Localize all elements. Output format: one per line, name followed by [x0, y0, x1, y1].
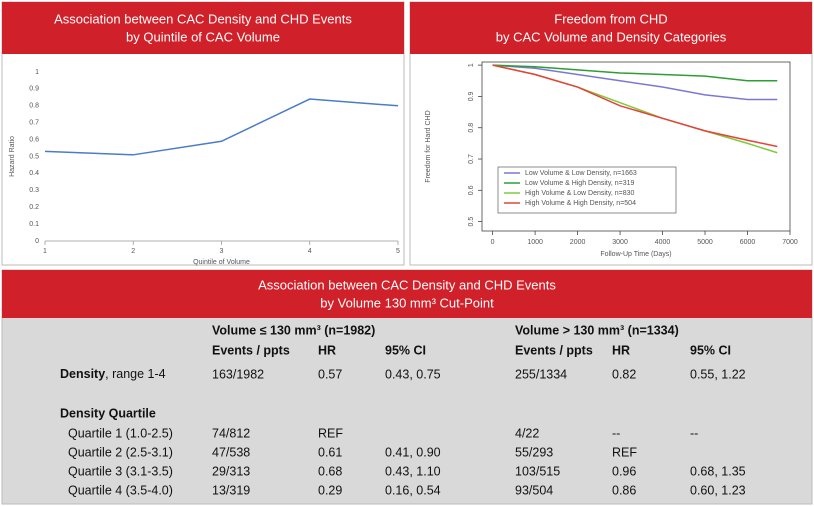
table-cell: 0.41, 0.90 — [385, 445, 441, 459]
legend-label: Low Volume & High Density, n=319 — [525, 180, 635, 187]
row-label: Quartile 4 (3.5-4.0) — [68, 483, 173, 497]
table-cell: 55/293 — [515, 445, 553, 459]
panel-header — [2, 2, 404, 54]
y-tick-label: 0.2 — [29, 204, 39, 211]
table-cell: 0.16, 0.54 — [385, 483, 441, 497]
chart-title: Freedom from CHD — [554, 11, 667, 26]
y-tick-label: 0.3 — [29, 187, 39, 194]
table-cell: 0.82 — [612, 367, 636, 381]
table-cell: 93/504 — [515, 483, 553, 497]
row-label-main: Density — [60, 367, 105, 381]
data-line — [492, 64, 778, 101]
y-tick-label: 0.9 — [29, 86, 39, 93]
x-tick-label: 4 — [308, 248, 312, 255]
x-axis-label: Follow-Up Time (Days) — [600, 251, 671, 258]
table-cell: 103/515 — [515, 464, 560, 478]
table-cell: 47/538 — [212, 445, 250, 459]
table-cell: 255/1334 — [515, 367, 567, 381]
y-tick-label: 0.5 — [29, 153, 39, 160]
table-cell: 0.55, 1.22 — [690, 367, 746, 381]
chart-title: Association between CAC Density and CHD … — [54, 11, 352, 26]
y-axis-label: Hazard Ratio — [9, 136, 16, 177]
x-tick-label: 1000 — [527, 239, 543, 246]
data-line — [492, 64, 778, 82]
table-cell: 0.57 — [318, 367, 342, 381]
table-cell: REF — [318, 426, 343, 440]
x-tick-label: 2 — [131, 248, 135, 255]
x-tick-label: 3 — [220, 248, 224, 255]
row-label: Quartile 3 (3.1-3.5) — [68, 464, 173, 478]
y-tick-label: 0.5 — [468, 217, 475, 227]
table-cell: 29/313 — [212, 464, 250, 478]
data-line — [492, 64, 778, 148]
x-axis-label: Quintile of Volume — [193, 259, 250, 266]
column-header: HR — [612, 343, 630, 357]
row-label: Quartile 1 (1.0-2.5) — [68, 426, 173, 440]
column-header: Events / ppts — [515, 343, 593, 357]
table-cell: 0.29 — [318, 483, 342, 497]
table-cell: 163/1982 — [212, 367, 264, 381]
x-tick-label: 7000 — [782, 239, 798, 246]
y-axis-label: Freedom for Hard CHD — [425, 110, 432, 182]
panel-header — [410, 2, 812, 54]
y-tick-label: 0.7 — [468, 154, 475, 164]
table-cell: 0.96 — [612, 464, 636, 478]
table-subtitle: by Volume 130 mm³ Cut-Point — [320, 295, 494, 310]
table-cell: REF — [612, 445, 637, 459]
legend-label: Low Volume & Low Density, n=1663 — [525, 170, 637, 177]
legend-label: High Volume & High Density, n=504 — [525, 200, 636, 207]
x-tick-label: 1 — [43, 248, 47, 255]
chart-subtitle: by Quintile of CAC Volume — [126, 29, 280, 44]
x-tick-label: 6000 — [740, 239, 756, 246]
table-cell: -- — [612, 426, 620, 440]
y-tick-label: 0.6 — [468, 185, 475, 195]
section-label: Density Quartile — [60, 406, 156, 420]
column-header: 95% CI — [690, 343, 731, 357]
y-tick-label: 0.8 — [29, 103, 39, 110]
group-header: Volume > 130 mm³ (n=1334) — [515, 323, 679, 337]
y-tick-label: 0.1 — [29, 221, 39, 228]
column-header: 95% CI — [385, 343, 426, 357]
row-label-note: , range 1-4 — [105, 367, 166, 381]
plot-frame — [481, 61, 791, 232]
x-tick-label: 3000 — [612, 239, 628, 246]
row-label: Quartile 2 (2.5-3.1) — [68, 445, 173, 459]
y-tick-label: 0.6 — [29, 136, 39, 143]
table-cell: 0.43, 0.75 — [385, 367, 441, 381]
group-header: Volume ≤ 130 mm³ (n=1982) — [212, 323, 375, 337]
table-cell: 0.68 — [318, 464, 342, 478]
table-cell: 0.61 — [318, 445, 342, 459]
legend-box — [497, 166, 677, 214]
y-tick-label: 0.4 — [29, 170, 39, 177]
y-tick-label: 0.7 — [29, 120, 39, 127]
legend-label: High Volume & Low Density, n=830 — [525, 190, 635, 197]
table-cell: 4/22 — [515, 426, 539, 440]
table-header — [2, 270, 812, 318]
y-tick-label: 0 — [35, 238, 39, 245]
y-tick-label: 1 — [468, 63, 475, 67]
table-cell: 13/319 — [212, 483, 250, 497]
table-cell: 0.60, 1.23 — [690, 483, 746, 497]
table-cell: 74/812 — [212, 426, 250, 440]
y-tick-label: 0.9 — [468, 91, 475, 101]
x-tick-label: 5000 — [697, 239, 713, 246]
row-label: Density, range 1-4 — [60, 367, 166, 381]
y-tick-label: 0.8 — [468, 123, 475, 133]
x-tick-label: 5 — [396, 248, 400, 255]
x-tick-label: 2000 — [570, 239, 586, 246]
x-tick-label: 0 — [491, 239, 495, 246]
y-tick-label: 1 — [35, 69, 39, 76]
chart-subtitle: by CAC Volume and Density Categories — [496, 29, 727, 44]
table-title: Association between CAC Density and CHD … — [258, 277, 556, 292]
table-cell: 0.68, 1.35 — [690, 464, 746, 478]
table-cell: 0.86 — [612, 483, 636, 497]
table-cell: -- — [690, 426, 698, 440]
x-tick-label: 4000 — [655, 239, 671, 246]
column-header: HR — [318, 343, 336, 357]
table-cell: 0.43, 1.10 — [385, 464, 441, 478]
column-header: Events / ppts — [212, 343, 290, 357]
data-line — [44, 98, 399, 156]
